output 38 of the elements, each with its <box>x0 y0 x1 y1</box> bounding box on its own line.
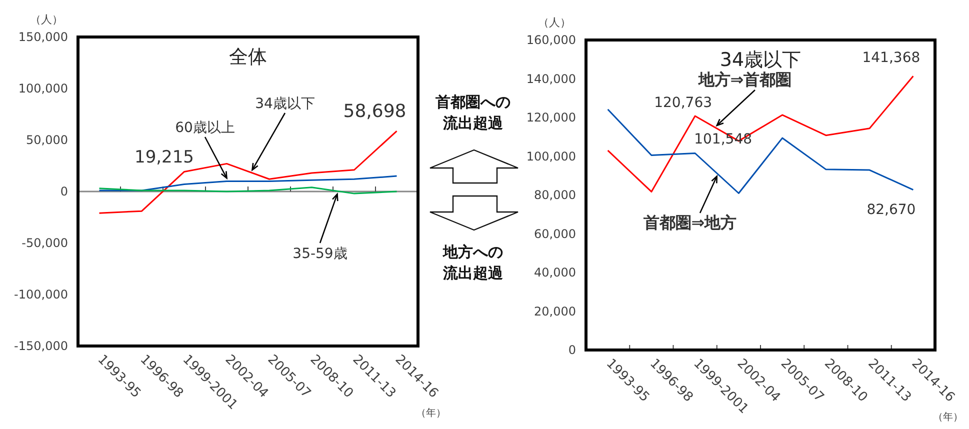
data-label: 82,670 <box>866 202 916 218</box>
x-axis-title: （年） <box>416 407 446 419</box>
text: 地方への流出超過 <box>442 243 504 282</box>
text: 60歳以上 <box>175 120 235 136</box>
y-tick-label: 150,000 <box>18 30 68 44</box>
y-tick-label: -100,000 <box>14 288 68 302</box>
text: 35-59歳 <box>292 246 348 262</box>
text: 34歳以下 <box>720 49 802 71</box>
y-tick-label: 120,000 <box>526 110 576 125</box>
series-label: 地方⇒首都圏 <box>697 70 792 89</box>
line-series <box>607 108 914 194</box>
y-tick-label: 160,000 <box>526 33 576 48</box>
y-tick-label: 40,000 <box>534 266 576 280</box>
series-label: 首都圏⇒地方 <box>642 213 737 232</box>
y-tick-label: -150,000 <box>14 339 68 354</box>
line-series <box>98 186 398 194</box>
y-tick-label: 0 <box>60 184 68 199</box>
y-tick-label: 60,000 <box>534 226 576 241</box>
text: 首都圏への流出超過 <box>434 93 510 132</box>
y-axis-title: （人） <box>30 13 63 26</box>
y-tick-label: 80,000 <box>534 188 576 202</box>
data-label: 19,215 <box>134 148 194 168</box>
y-tick-label: 100,000 <box>18 82 68 96</box>
text: 全体 <box>229 46 267 68</box>
text: 34歳以下 <box>255 96 315 112</box>
y-tick-label: 50,000 <box>26 133 68 148</box>
y-tick-label: 100,000 <box>526 149 576 164</box>
y-tick-label: 0 <box>568 343 576 358</box>
y-tick-label: 20,000 <box>534 304 576 318</box>
x-axis-title: （年） <box>933 411 963 423</box>
data-label: 141,368 <box>862 50 920 66</box>
data-label: 120,763 <box>654 95 712 112</box>
line-series <box>98 175 398 192</box>
y-tick-label: -50,000 <box>22 236 68 250</box>
y-axis-title: （人） <box>538 16 571 29</box>
y-tick-label: 140,000 <box>526 72 576 86</box>
data-label: 101,548 <box>694 131 752 148</box>
data-label: 58,698 <box>343 101 406 122</box>
